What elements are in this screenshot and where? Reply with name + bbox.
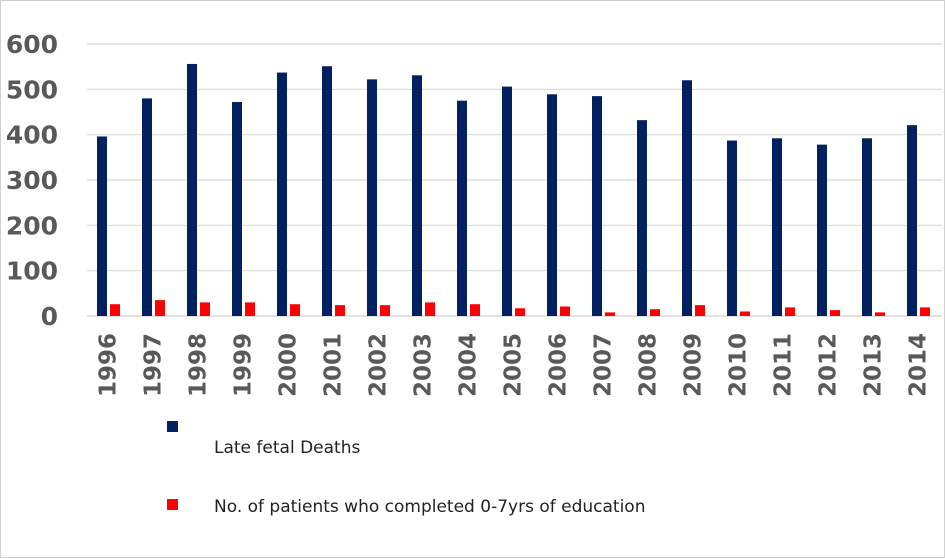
y-tick-label: 200	[6, 211, 58, 240]
bar-education-2008	[650, 309, 660, 316]
bar-late-fetal-deaths-1998	[187, 63, 197, 316]
y-tick-label: 600	[6, 30, 58, 59]
x-tick-label: 1996	[96, 333, 122, 397]
y-tick-label: 300	[6, 166, 58, 195]
x-tick-label: 2014	[906, 333, 932, 397]
bar-education-1997	[155, 300, 165, 316]
bar-late-fetal-deaths-2013	[862, 138, 872, 316]
bar-education-2005	[515, 308, 525, 316]
bar-late-fetal-deaths-1999	[232, 102, 242, 316]
x-tick-label: 1998	[186, 333, 212, 397]
bar-late-fetal-deaths-2002	[367, 79, 377, 316]
bar-late-fetal-deaths-2010	[727, 140, 737, 316]
bar-education-2003	[425, 302, 435, 316]
bar-late-fetal-deaths-2004	[457, 100, 467, 317]
bar-late-fetal-deaths-2001	[322, 66, 332, 316]
bar-education-2012	[830, 310, 840, 316]
legend-label-education: No. of patients who completed 0-7yrs of …	[214, 497, 645, 517]
bar-late-fetal-deaths-2005	[502, 86, 512, 316]
x-tick-label: 2001	[321, 333, 347, 397]
bar-education-2011	[785, 307, 795, 316]
y-tick-label: 0	[41, 302, 58, 331]
x-tick-label: 2000	[276, 333, 302, 397]
bar-late-fetal-deaths-1997	[142, 98, 152, 317]
bar-late-fetal-deaths-2009	[682, 80, 692, 317]
y-axis-ticks: 0 100 200 300 400 500 600	[6, 30, 58, 331]
x-tick-label: 2007	[591, 333, 617, 397]
x-tick-label: 1999	[231, 333, 257, 397]
bar-education-1998	[200, 302, 210, 316]
bar-education-1996	[110, 304, 120, 316]
bar-education-2009	[695, 305, 705, 316]
y-tick-label: 100	[6, 257, 58, 286]
legend: Late fetal Deaths No. of patients who co…	[167, 421, 645, 517]
x-tick-label: 1997	[141, 333, 167, 397]
x-tick-label: 2012	[816, 333, 842, 397]
x-axis-ticks: 1996 1997 1998 1999 2000 2001 2002 2003 2004 2005…	[96, 333, 932, 397]
x-tick-label: 2010	[726, 333, 752, 397]
x-tick-label: 2006	[546, 333, 572, 397]
y-tick-label: 500	[6, 75, 58, 104]
x-tick-label: 2004	[456, 333, 482, 397]
x-tick-label: 2005	[501, 333, 527, 397]
gridlines	[87, 43, 942, 317]
bars	[97, 63, 930, 317]
x-tick-label: 2002	[366, 333, 392, 397]
legend-label-late-fetal-deaths: Late fetal Deaths	[214, 438, 360, 458]
bar-education-2000	[290, 304, 300, 316]
bar-late-fetal-deaths-2011	[772, 138, 782, 316]
bar-late-fetal-deaths-2007	[592, 96, 602, 316]
bar-education-2002	[380, 305, 390, 316]
x-tick-label: 2008	[636, 333, 662, 397]
bar-education-2004	[470, 304, 480, 316]
bar-late-fetal-deaths-2006	[547, 94, 557, 316]
bar-late-fetal-deaths-2008	[637, 120, 647, 316]
bar-education-1999	[245, 302, 255, 316]
bar-education-2006	[560, 306, 570, 316]
x-tick-label: 2003	[411, 333, 437, 397]
bar-late-fetal-deaths-1996	[97, 136, 107, 316]
x-tick-label: 2009	[681, 333, 707, 397]
bar-education-2013	[875, 312, 885, 316]
y-tick-label: 400	[6, 121, 58, 150]
legend-swatch-late-fetal-deaths	[167, 421, 178, 432]
bar-late-fetal-deaths-2014	[907, 125, 917, 316]
bar-late-fetal-deaths-2003	[412, 75, 422, 316]
bar-late-fetal-deaths-2012	[817, 144, 827, 316]
legend-swatch-education	[167, 499, 178, 510]
bar-late-fetal-deaths-2000	[277, 72, 287, 316]
x-tick-label: 2013	[861, 333, 887, 397]
bar-education-2007	[605, 312, 615, 316]
bar-education-2014	[920, 307, 930, 316]
bar-education-2001	[335, 305, 345, 316]
x-tick-label: 2011	[771, 333, 797, 397]
bar-education-2010	[740, 311, 750, 316]
